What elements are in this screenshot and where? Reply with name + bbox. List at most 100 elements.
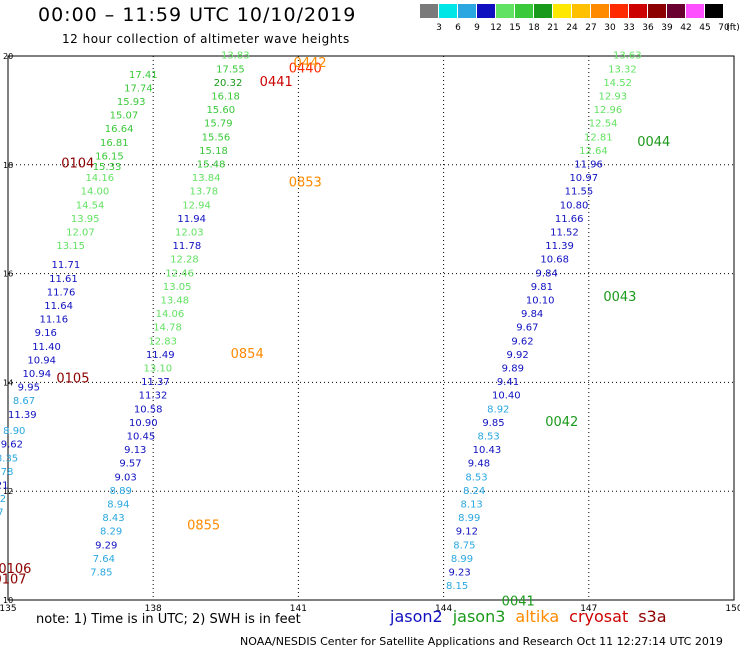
legend-swatch xyxy=(686,4,705,18)
pass-time-label: 0044 xyxy=(637,135,670,150)
wave-height-point: 8.43 xyxy=(102,513,124,524)
wave-height-point: 14.16 xyxy=(85,173,114,184)
wave-height-point: 16.81 xyxy=(100,138,129,149)
wave-height-point: 10.45 xyxy=(127,432,156,443)
wave-height-point: 12.64 xyxy=(579,146,608,157)
wave-height-point: 8.92 xyxy=(487,404,509,415)
legend-swatch xyxy=(439,4,458,18)
wave-height-point: 14.06 xyxy=(156,309,185,320)
wave-height-point: 11.37 xyxy=(141,377,170,388)
wave-height-point: 11.40 xyxy=(32,342,61,353)
x-tick-label: 147 xyxy=(580,604,597,614)
wave-height-point: 8.29 xyxy=(100,527,122,538)
wave-height-point: 15.93 xyxy=(117,97,146,108)
wave-height-point: 17.74 xyxy=(124,83,153,94)
legend-label: 12 xyxy=(490,23,502,33)
legend-swatch xyxy=(591,4,610,18)
legend-label: 42 xyxy=(680,23,692,33)
wave-height-point: 8.75 xyxy=(453,540,475,551)
wave-height-point: 14.52 xyxy=(603,78,632,89)
wave-height-point: 11.64 xyxy=(44,301,73,312)
wave-height-point: 9.12 xyxy=(456,527,478,538)
x-tick-label: 135 xyxy=(0,604,17,614)
wave-height-point: 8.15 xyxy=(446,581,468,592)
wave-height-point: 14.54 xyxy=(76,200,105,211)
wave-height-point: 13.15 xyxy=(56,241,85,252)
wave-height-point: 11.32 xyxy=(139,391,168,402)
wave-height-point: 9.29 xyxy=(95,540,117,551)
wave-height-point: 11.61 xyxy=(49,274,78,285)
wave-height-point: 13.84 xyxy=(192,173,221,184)
wave-height-point: 9.21 xyxy=(0,480,8,491)
pass-time-label: 0042 xyxy=(545,415,578,430)
wave-height-point: 7.85 xyxy=(90,568,112,579)
pass-time-label: 0043 xyxy=(603,290,636,305)
wave-height-point: 12.28 xyxy=(170,255,199,266)
wave-height-point: 17.55 xyxy=(216,64,245,75)
wave-height-point: 15.60 xyxy=(206,105,235,116)
pass-time-label: 0104 xyxy=(61,157,94,172)
legend-label: 45 xyxy=(699,23,711,33)
wave-height-point: 16.64 xyxy=(105,124,134,135)
satellite-name: s3a xyxy=(638,607,667,626)
wave-height-point: 10.58 xyxy=(134,404,163,415)
legend-label: 36 xyxy=(642,23,654,33)
pass-time-label: 0106 xyxy=(0,562,31,577)
wave-height-point: 20.32 xyxy=(214,78,243,89)
wave-height-point: 14.78 xyxy=(153,323,182,334)
plot-frame xyxy=(7,55,735,601)
legend-label: 3 xyxy=(436,23,442,33)
wave-height-point: 9.92 xyxy=(507,350,529,361)
x-tick-label: 138 xyxy=(145,604,162,614)
x-tick-label: 141 xyxy=(290,604,307,614)
wave-height-point: 9.84 xyxy=(521,309,543,320)
wave-height-point: 13.83 xyxy=(221,51,250,62)
wave-height-point: 8.53 xyxy=(477,432,499,443)
wave-height-point: 11.94 xyxy=(177,214,206,225)
wave-height-point: 8.94 xyxy=(107,500,129,511)
wave-height-point: 8.22 xyxy=(0,494,6,505)
pass-time-label: 0441 xyxy=(260,75,293,90)
legend-label: 39 xyxy=(661,23,673,33)
footer-credit: NOAA/NESDIS Center for Satellite Applica… xyxy=(240,635,723,648)
legend-label: 33 xyxy=(623,23,635,33)
pass-time-label: 0440 xyxy=(289,61,322,76)
wave-height-point: 8.89 xyxy=(110,486,132,497)
wave-height-point: 9.95 xyxy=(18,383,40,394)
pass-time-label: 0855 xyxy=(187,518,220,533)
y-tick-label: 16 xyxy=(3,270,13,279)
chart-title: 00:00 – 11:59 UTC 10/10/2019 xyxy=(38,4,357,26)
pass-time-label: 0041 xyxy=(502,594,535,609)
legend-label: 24 xyxy=(566,23,578,33)
wave-height-point: 9.57 xyxy=(119,459,141,470)
legend-swatch xyxy=(477,4,496,18)
legend-swatch xyxy=(572,4,591,18)
wave-height-point: 15.56 xyxy=(202,132,231,143)
wave-height-point: 10.94 xyxy=(23,369,52,380)
wave-height-point: 12.54 xyxy=(589,119,618,130)
wave-height-point: 9.23 xyxy=(448,568,470,579)
wave-height-point: 9.03 xyxy=(114,472,136,483)
satellite-name: jason2 xyxy=(390,607,443,626)
wave-height-point: 8.13 xyxy=(461,500,483,511)
wave-height-point: 11.55 xyxy=(565,187,594,198)
wave-height-point: 12.03 xyxy=(175,228,204,239)
legend-label: (ft) xyxy=(726,23,740,33)
y-tick-label: 10 xyxy=(3,596,13,605)
wave-height-point: 11.39 xyxy=(545,241,574,252)
wave-height-point: 9.89 xyxy=(502,364,524,375)
wave-height-point: 9.81 xyxy=(531,282,553,293)
pass-time-label: 0105 xyxy=(56,371,89,386)
legend-label: 30 xyxy=(604,23,616,33)
pass-time-label: 0854 xyxy=(231,347,264,362)
x-tick-label: 150 xyxy=(725,604,740,614)
chart-subtitle: 12 hour collection of altimeter wave hei… xyxy=(62,32,350,46)
wave-height-point: 9.16 xyxy=(35,328,57,339)
wave-height-point: 11.16 xyxy=(39,315,68,326)
wave-height-point: 15.07 xyxy=(110,111,139,122)
wave-height-point: 10.68 xyxy=(540,255,569,266)
wave-height-point: 14.00 xyxy=(81,187,110,198)
wave-height-point: 11.52 xyxy=(550,228,579,239)
wave-height-point: 9.67 xyxy=(516,323,538,334)
wave-height-point: 9.62 xyxy=(511,336,533,347)
